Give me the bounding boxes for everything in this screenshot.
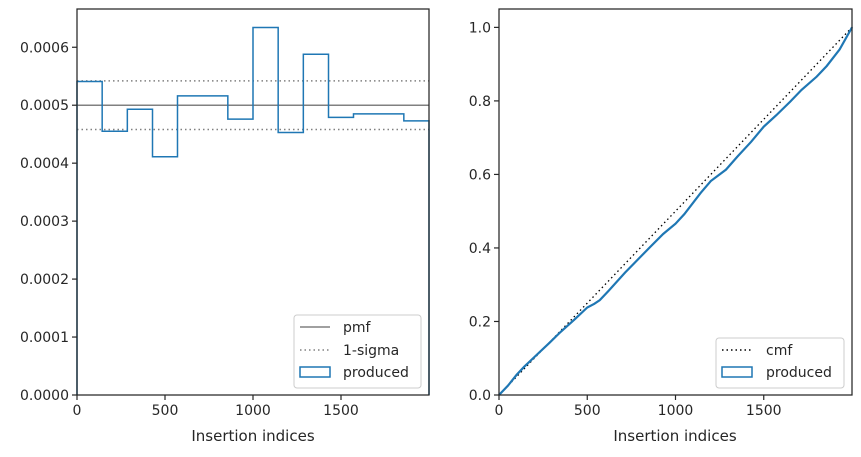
y-tick-label: 0.0002 [20,272,69,288]
y-tick-label: 0.0004 [20,156,69,172]
produced-point [586,306,589,309]
x-tick-label: 1500 [746,403,782,419]
y-tick-label: 0.8 [469,94,491,110]
y-tick-label: 0.6 [469,167,491,183]
legend-produced-label: produced [343,365,409,381]
x-tick-label: 0 [495,403,504,419]
produced-point [825,65,828,67]
produced-point [815,75,818,78]
legend-1-sigma-label: 1-sigma [343,343,399,359]
produced-point [699,192,702,194]
produced-step-histogram [76,26,430,395]
pmf-legend: pmf 1-sigma produced [293,314,422,389]
y-tick-label: 0.0 [469,388,491,404]
produced-point [775,114,778,117]
produced-point [598,299,601,301]
produced-point [624,271,626,274]
y-tick-label: 0.2 [469,314,491,330]
y-tick-label: 0.0003 [20,214,69,230]
legend-pmf-label: pmf [343,320,372,336]
y-tick-label: 0.0000 [20,388,69,404]
y-tick-label: 1.0 [469,20,491,36]
produced-point [725,168,727,171]
cmf-legend-frame [715,337,845,389]
produced-point [573,318,576,321]
pmf-x-axis-label: Insertion indices [191,427,314,445]
produced-point [838,48,841,51]
produced-point [639,256,641,258]
legend-produced-swatch [299,366,331,378]
x-tick-label: 500 [574,403,601,419]
produced-point [683,213,686,215]
produced-point [750,140,753,143]
produced-point [674,222,677,225]
y-tick-label: 0.4 [469,241,491,257]
cmf-panel: 0 500 1000 1500 0.0 0.2 0.4 0.6 0.8 1.0 Insertion… [469,8,853,445]
produced-point [662,233,664,235]
produced-point [800,89,803,91]
produced-point [649,246,652,248]
produced-point [533,356,536,358]
produced-point [523,365,526,368]
legend-cmf-label: cmf [766,343,793,359]
x-tick-label: 1000 [235,403,271,419]
x-tick-label: 0 [73,403,82,419]
produced-point [607,290,610,292]
x-tick-label: 1000 [658,403,694,419]
pmf-legend-frame [293,314,422,389]
y-tick-label: 0.0006 [20,40,69,56]
produced-point [789,100,792,103]
produced-point [736,155,739,158]
pmf-panel: 0 500 1000 1500 0.0000 0.0001 0.0002 0.0003 0.00… [20,8,430,445]
legend-cmf-produced-swatch [721,366,753,378]
produced-point [548,341,551,344]
produced-point [762,125,765,128]
cmf-axes-frame [498,8,853,396]
produced-point [507,385,509,387]
legend-cmf-produced-label: produced [766,365,832,381]
x-tick-label: 500 [152,403,179,419]
y-tick-label: 0.0001 [20,330,69,346]
produced-point [710,180,712,182]
cmf-x-axis-label: Insertion indices [613,427,736,445]
produced-point [515,373,518,376]
produced-point [593,303,596,305]
produced-point [559,330,562,333]
x-tick-label: 1500 [323,403,359,419]
cmf-legend: cmf produced [715,337,845,389]
y-tick-label: 0.0005 [20,98,69,114]
